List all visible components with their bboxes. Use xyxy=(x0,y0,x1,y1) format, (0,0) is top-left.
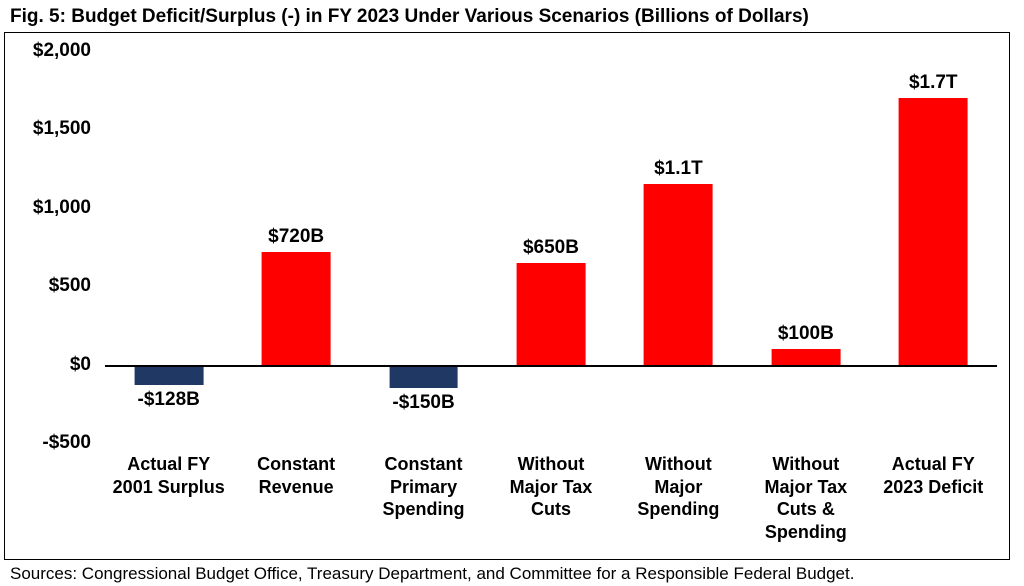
bar xyxy=(262,252,331,365)
bar xyxy=(517,263,586,365)
bar-value-label: $1.1T xyxy=(654,158,703,180)
zero-axis-line xyxy=(105,365,997,367)
bar xyxy=(899,98,968,365)
x-category-label: Without Major Tax Cuts xyxy=(487,447,614,551)
chart-frame: -$128B $720B -$150B $650B $1.1T $100B $1.7T -$… xyxy=(4,32,1010,560)
bar-value-label: $1.7T xyxy=(909,72,958,94)
chart-title: Fig. 5: Budget Deficit/Surplus (-) in FY… xyxy=(4,4,1014,32)
plot-area: -$128B $720B -$150B $650B $1.1T $100B $1.7T -$… xyxy=(105,51,997,443)
bar-slot: $1.1T xyxy=(615,51,742,443)
y-tick-label: $0 xyxy=(70,354,105,376)
bar-slot: $1.7T xyxy=(870,51,997,443)
bar-value-label: $720B xyxy=(268,226,324,248)
x-category-label: Constant Primary Spending xyxy=(360,447,487,551)
bar-slot: $720B xyxy=(232,51,359,443)
bar xyxy=(389,365,458,389)
x-category-label: Constant Revenue xyxy=(232,447,359,551)
x-category-label: Without Major Spending xyxy=(615,447,742,551)
bar-slot: -$150B xyxy=(360,51,487,443)
bar-value-label: $650B xyxy=(523,237,579,259)
bar-slot: -$128B xyxy=(105,51,232,443)
bar-value-label: $100B xyxy=(778,323,834,345)
bar-slot: $100B xyxy=(742,51,869,443)
x-axis-labels: Actual FY 2001 SurplusConstant RevenueCo… xyxy=(105,447,997,551)
y-tick-label: $1,500 xyxy=(33,118,105,140)
y-tick-label: -$500 xyxy=(42,432,105,454)
bar xyxy=(644,184,713,364)
bar xyxy=(771,349,840,365)
bar-slot: $650B xyxy=(487,51,614,443)
bars-container: -$128B $720B -$150B $650B $1.1T $100B $1.7T xyxy=(105,51,997,443)
bar xyxy=(134,365,203,385)
x-category-label: Actual FY 2001 Surplus xyxy=(105,447,232,551)
y-tick-label: $2,000 xyxy=(33,40,105,62)
x-category-label: Without Major Tax Cuts & Spending xyxy=(742,447,869,551)
sources-text: Sources: Congressional Budget Office, Tr… xyxy=(4,560,1014,584)
y-tick-label: $1,000 xyxy=(33,197,105,219)
y-tick-label: $500 xyxy=(49,275,105,297)
bar-value-label: -$128B xyxy=(138,389,200,411)
bar-value-label: -$150B xyxy=(392,392,454,414)
x-category-label: Actual FY 2023 Deficit xyxy=(870,447,997,551)
